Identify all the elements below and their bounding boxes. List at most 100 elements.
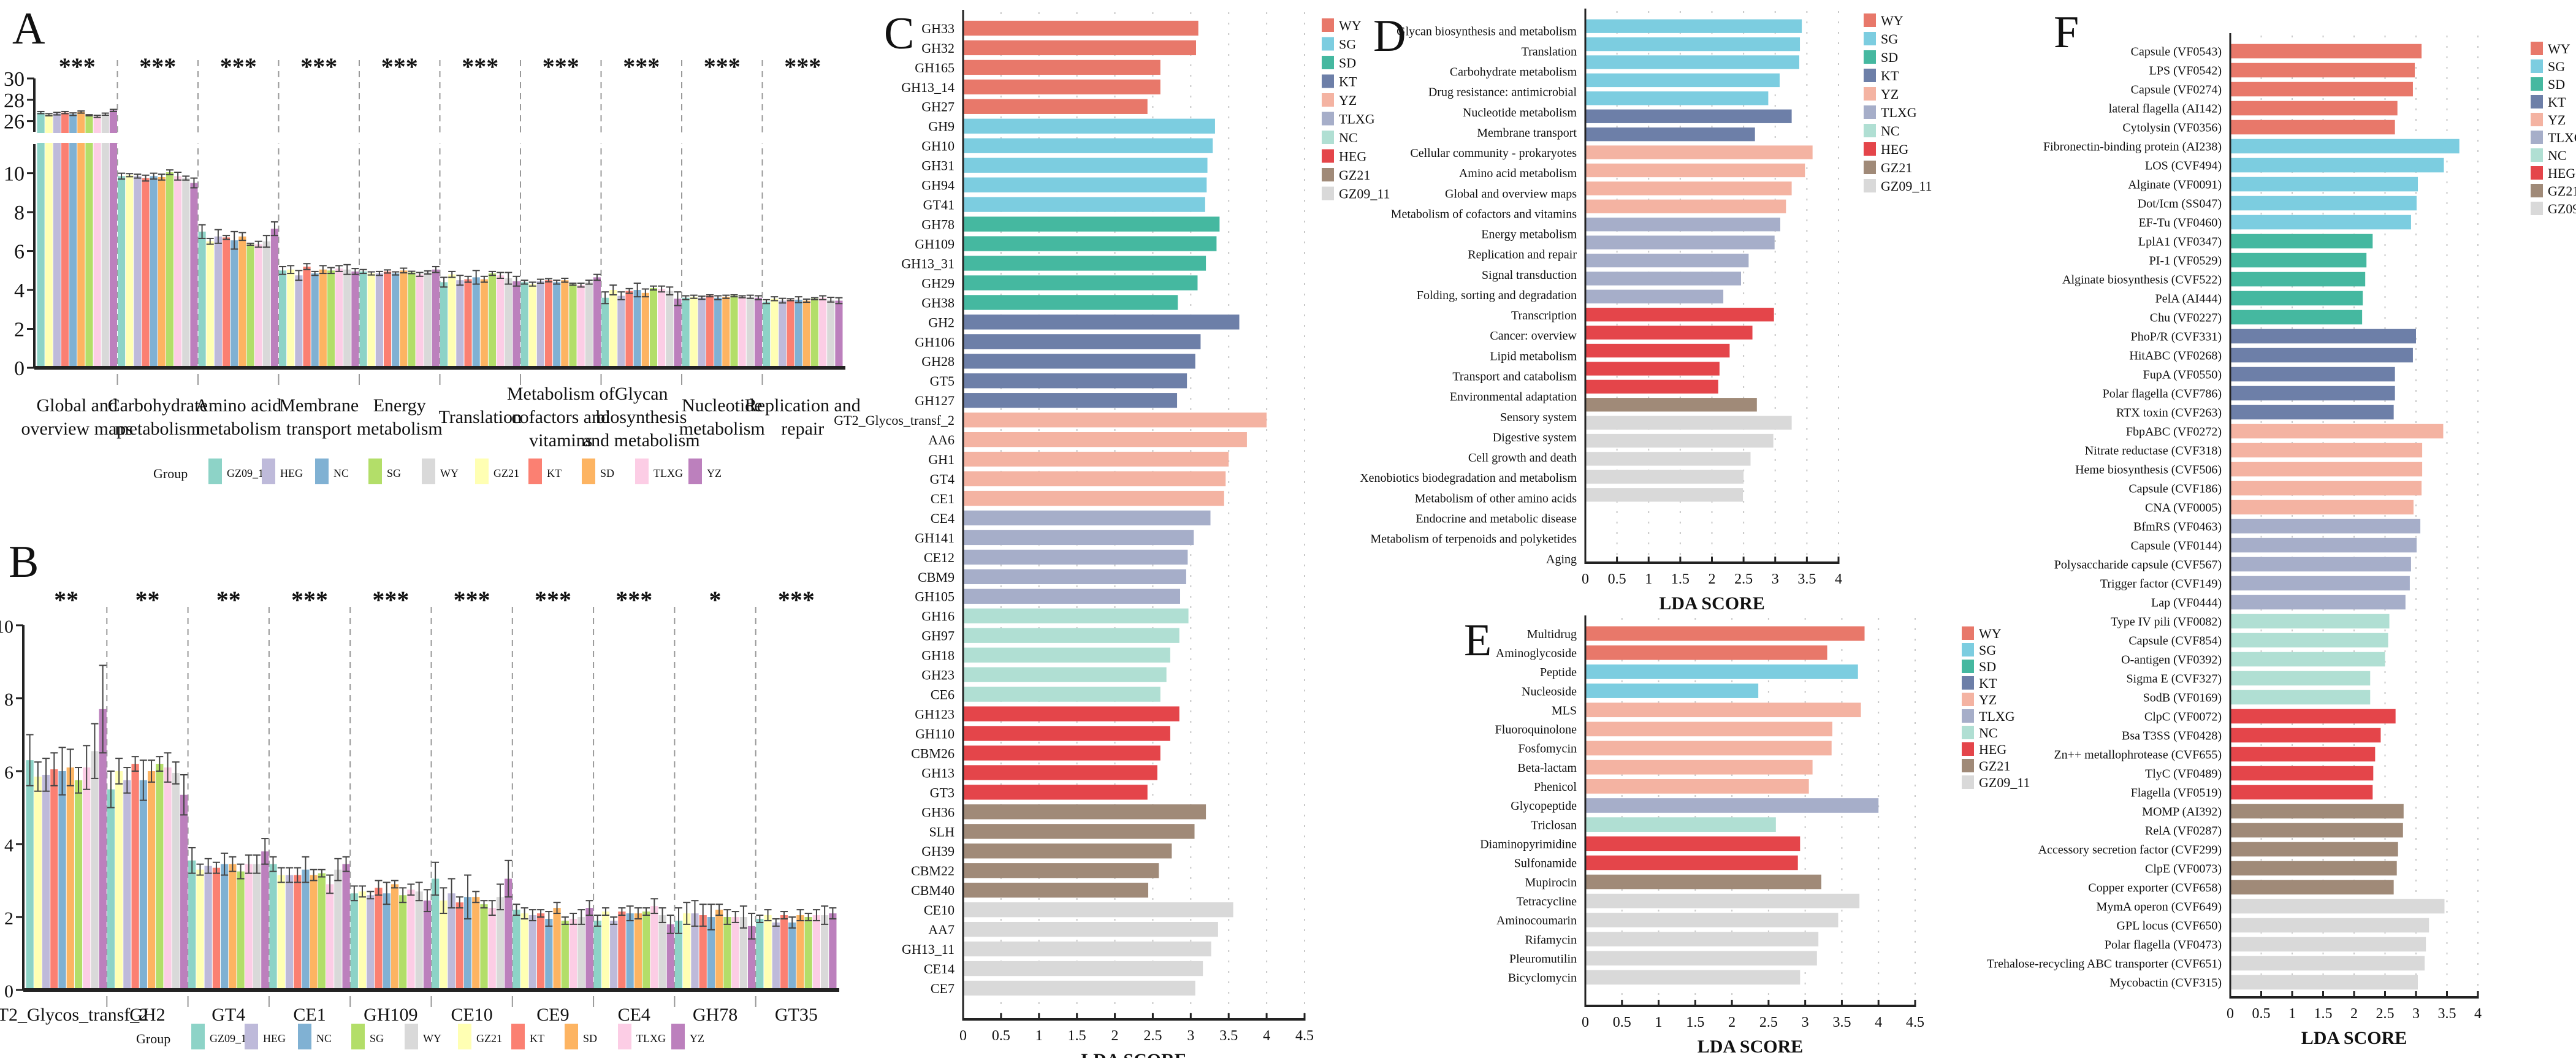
legend-swatch-wy — [1322, 18, 1334, 32]
legend-swatch-kt — [2531, 95, 2543, 108]
legend-swatch-nc — [315, 459, 329, 484]
bar-kt — [618, 911, 626, 990]
bar-nc — [633, 290, 641, 368]
bar-label: CE10 — [924, 902, 955, 918]
bar-label: Peptide — [1540, 666, 1577, 679]
bar-label: LPS (VF0542) — [2149, 64, 2222, 78]
bar-yz — [261, 851, 269, 990]
bar-gz21 — [448, 274, 456, 368]
bar-tlxg — [335, 268, 343, 368]
bar-tlxg — [93, 116, 101, 368]
bar-nc — [231, 240, 238, 368]
legend-swatch-gz09_11 — [1864, 179, 1876, 192]
y-tick-label: 0 — [4, 981, 13, 1002]
bar-tlxg — [174, 176, 182, 368]
bar-yz — [835, 300, 843, 368]
bar-gz21 — [520, 913, 528, 990]
bar-sd — [561, 280, 569, 368]
lda-bar-sg — [2230, 139, 2460, 154]
legend-swatch-heg — [1962, 742, 1974, 756]
category-label: GH109 — [364, 1005, 417, 1025]
bar-nc — [392, 273, 400, 368]
bar-tlxg — [738, 297, 746, 368]
bar-label: Glycan biosynthesis and metabolism — [1397, 25, 1577, 38]
bar-heg — [53, 113, 61, 368]
bar-kt — [142, 178, 150, 368]
panel-b: B 0246810*************************GT2_Gl… — [0, 539, 871, 1058]
y-tick-label: 0 — [14, 357, 25, 380]
significance-label: *** — [139, 53, 176, 80]
bar-label: GH32 — [921, 40, 955, 56]
bar-label: GT4 — [930, 471, 955, 487]
x-tick-label: 2.5 — [1759, 1014, 1778, 1030]
bar-label: GH110 — [915, 726, 955, 741]
lda-bar-gz09_11 — [1585, 488, 1743, 502]
bar-label: Cell growth and death — [1468, 451, 1577, 465]
bar-gz09_11 — [432, 878, 440, 990]
legend-label: YZ — [690, 1032, 704, 1045]
panel-label-f: F — [2054, 7, 2079, 58]
legend-label: NC — [333, 467, 349, 479]
bar-heg — [214, 236, 222, 368]
legend-label: WY — [2548, 41, 2570, 56]
bar-label: AA6 — [928, 432, 955, 447]
bar-sg — [318, 873, 326, 990]
bar-label: Endocrine and metabolic disease — [1416, 512, 1577, 525]
legend-label: SG — [1979, 642, 1996, 658]
bar-label: SodB (VF0169) — [2143, 691, 2222, 705]
legend-label: SD — [1881, 50, 1898, 65]
bar-label: Beta-lactam — [1517, 761, 1577, 775]
bar-label: LplA1 (VF0347) — [2138, 235, 2222, 249]
bar-label: HitABC (VF0268) — [2129, 349, 2222, 363]
lda-bar-tlxg — [963, 549, 1188, 565]
bar-label: Cytolysin (VF0356) — [2122, 121, 2222, 135]
lda-bar-gz21 — [2230, 880, 2394, 895]
lda-bar-tlxg — [1585, 253, 1749, 268]
bar-gz21 — [206, 241, 214, 368]
lda-bar-kt — [2230, 348, 2413, 363]
lda-bar-gz09_11 — [1585, 951, 1817, 966]
x-tick-label: 1.5 — [1671, 571, 1690, 587]
bar-label: ClpC (VF0072) — [2144, 710, 2222, 724]
bar-label: Flagella (VF0519) — [2131, 786, 2222, 800]
legend-label: WY — [423, 1032, 441, 1045]
bar-kt — [625, 291, 633, 368]
bar-label: Translation — [1522, 45, 1577, 58]
legend-swatch-sd — [2531, 77, 2543, 91]
category-label: Metabolism of — [507, 384, 615, 404]
lda-bar-heg — [2230, 709, 2396, 724]
category-label: Carbohydrate — [108, 395, 208, 416]
legend-label: SG — [1339, 37, 1356, 52]
chart-d: Glycan biosynthesis and metabolism Transl… — [1360, 9, 1932, 614]
lda-bar-heg — [2230, 747, 2376, 762]
panel-a: A 0 2 4 6 8 10 26 28 30 *** *** *** *** *** *** *** *** *… — [0, 0, 871, 503]
lda-bar-yz — [963, 471, 1226, 487]
bar-label: Xenobiotics biodegradation and metabolis… — [1360, 471, 1577, 485]
legend-label: TLXG — [1979, 709, 2015, 724]
lda-bar-tlxg — [1585, 272, 1741, 286]
lda-bar-heg — [1585, 343, 1730, 358]
bar-label: GT41 — [923, 197, 955, 213]
lda-bar-gz21 — [1585, 874, 1821, 889]
x-tick-label: 0 — [2227, 1006, 2234, 1022]
lda-bar-gz09_11 — [2230, 975, 2418, 990]
bar-nc — [472, 277, 480, 368]
lda-bar-sd — [2230, 272, 2366, 287]
bar-label: BfmRS (VF0463) — [2133, 520, 2222, 534]
bar-label: Trigger factor (CVF149) — [2100, 577, 2222, 591]
bar-label: Polar flagella (CVF786) — [2103, 387, 2222, 401]
lda-bar-sd — [963, 275, 1198, 291]
bar-label: FbpABC (VF0272) — [2126, 425, 2222, 439]
bar-gz09_11 — [198, 231, 206, 368]
lda-bar-wy — [2230, 82, 2413, 97]
x-tick-label: 4.5 — [1295, 1028, 1314, 1044]
x-tick-label: 1 — [1035, 1028, 1043, 1044]
bar-label: GH31 — [921, 158, 955, 173]
bar-label: Metabolism of terpenoids and polyketides — [1370, 533, 1577, 546]
lda-bar-tlxg — [1585, 218, 1781, 232]
bar-label: GH13 — [921, 765, 955, 780]
lda-bar-sg — [963, 158, 1208, 173]
bar-gz21 — [45, 115, 53, 368]
legend-label: WY — [1979, 626, 2002, 641]
lda-bar-wy — [1585, 626, 1865, 641]
